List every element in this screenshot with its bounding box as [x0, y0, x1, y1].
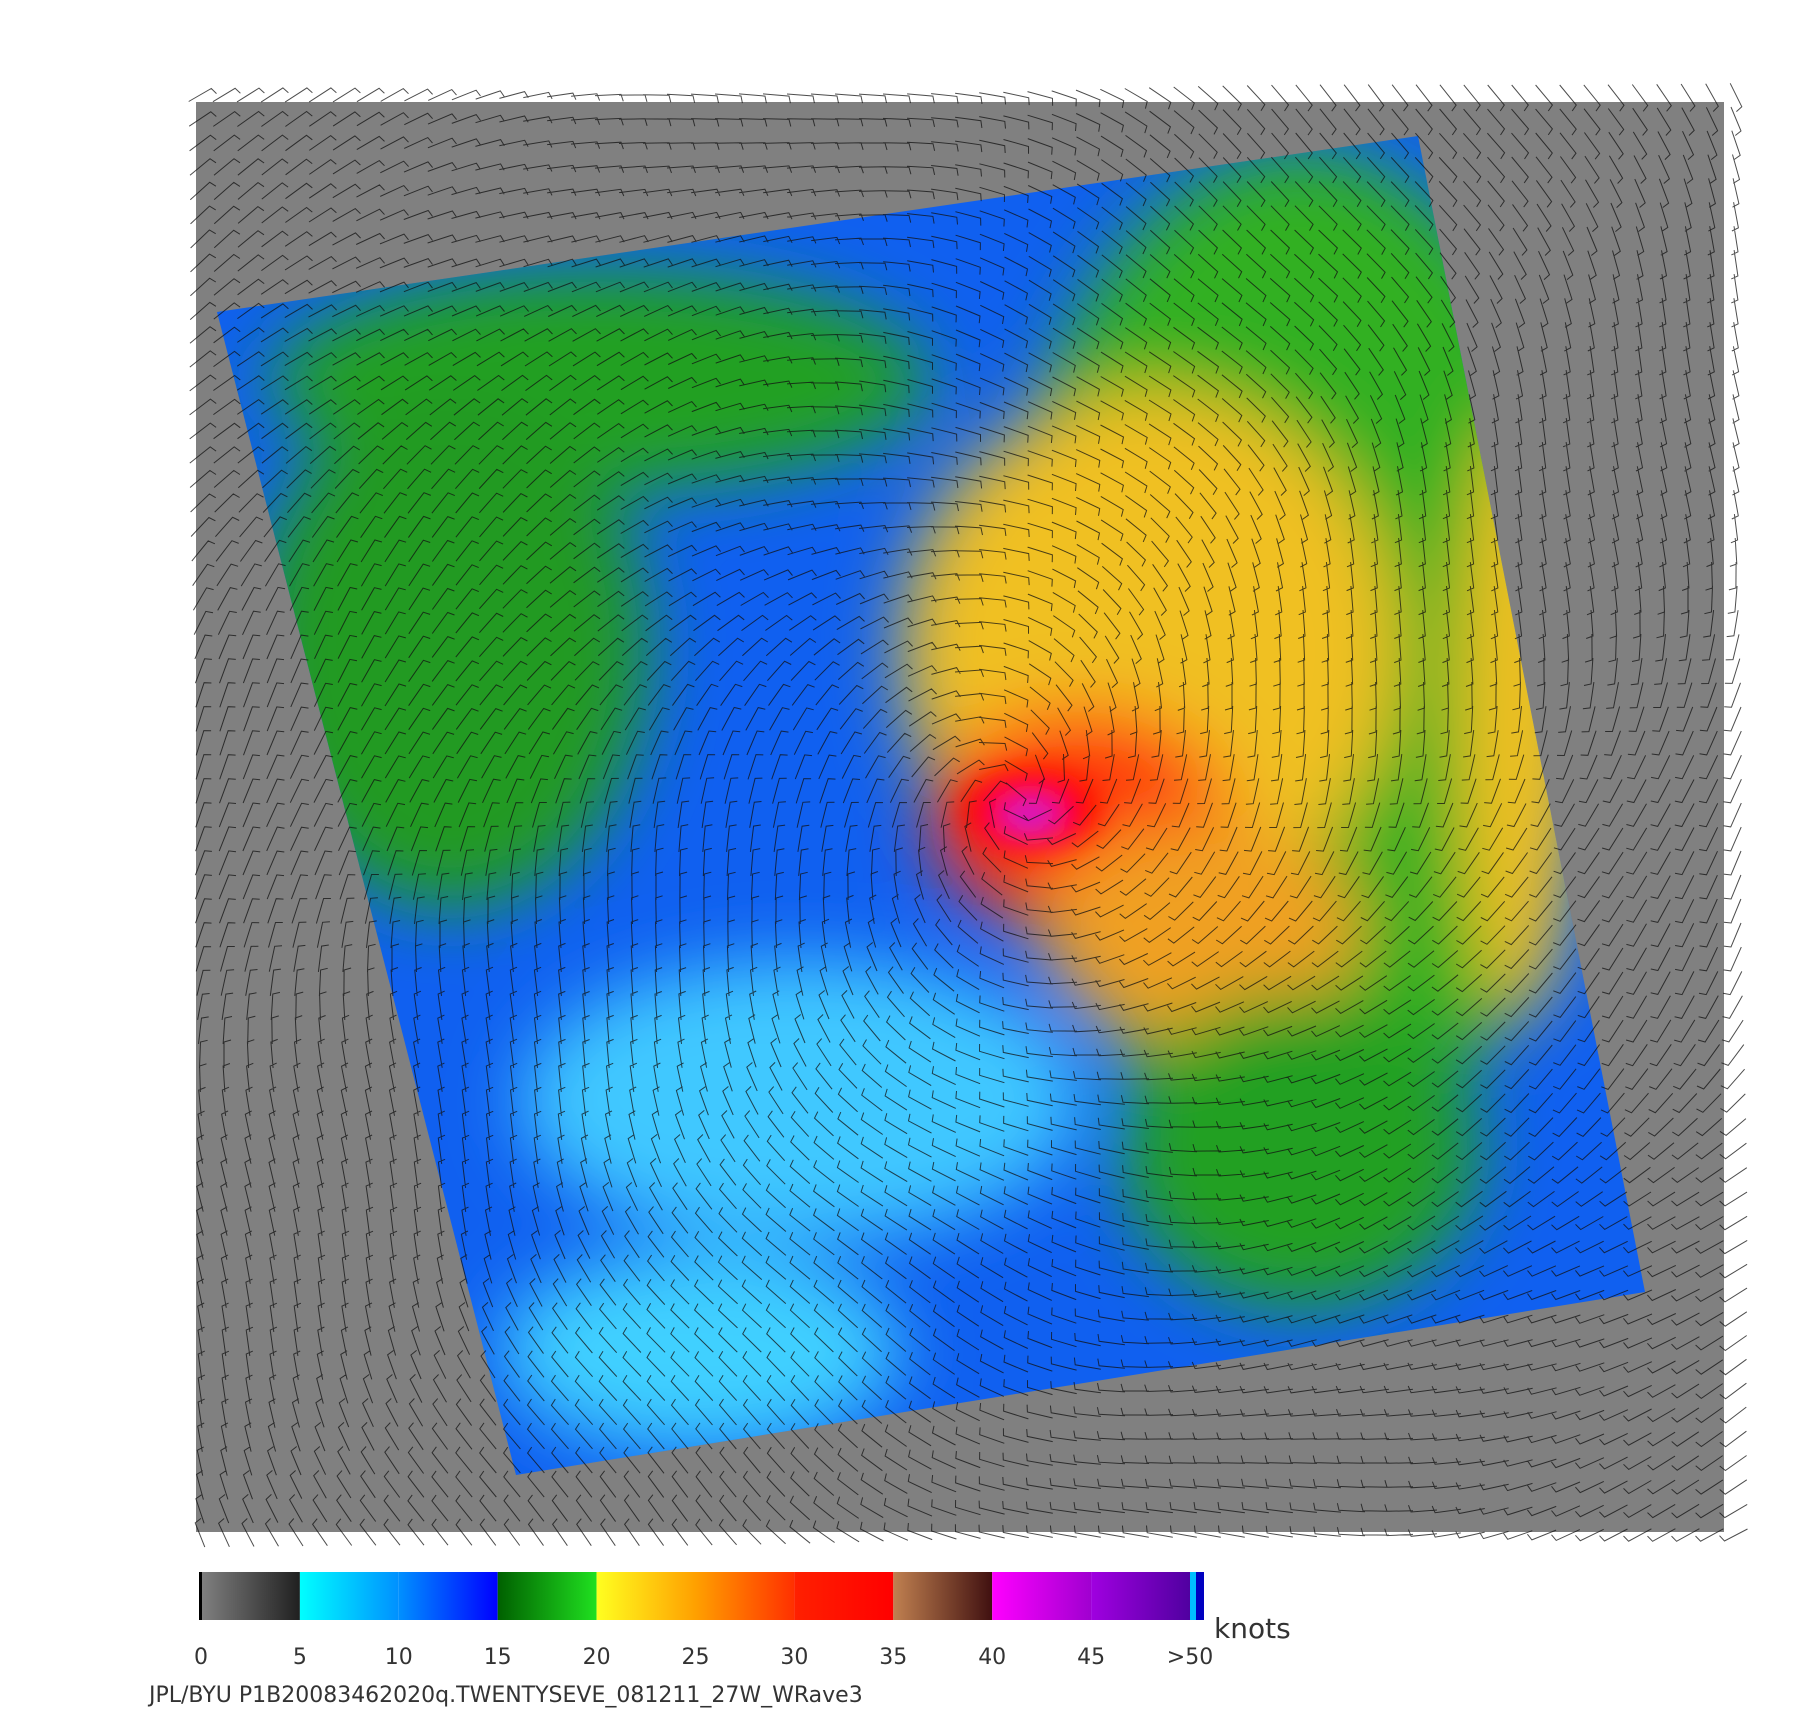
colorbar-segment: [794, 1572, 894, 1620]
tick-label: 0: [194, 1645, 208, 1670]
tick-label: 20: [583, 1645, 611, 1670]
tick-label: 5: [293, 1645, 307, 1670]
colorbar-segment: [893, 1572, 993, 1620]
colorbar-segment: [201, 1572, 300, 1620]
colorbar-segment: [695, 1572, 795, 1620]
barb-field: [188, 83, 1748, 1548]
tick-label: 15: [484, 1645, 512, 1670]
footer: JPL/BYU P1B20083462020q.TWENTYSEVE_08121…: [147, 1683, 863, 1708]
colorbar-segment: [596, 1572, 696, 1620]
colorbar-segment: [398, 1572, 498, 1620]
colorbar-overflow: [1196, 1572, 1204, 1620]
unit-label: knots: [1214, 1612, 1291, 1645]
tick-label: 40: [978, 1645, 1006, 1670]
colorbar-segment: [1091, 1572, 1190, 1620]
colorbar-segment: [299, 1572, 399, 1620]
tick-label: 25: [682, 1645, 710, 1670]
tick-label: >50: [1167, 1645, 1213, 1670]
tick-label: 30: [780, 1645, 808, 1670]
colorbar-segment: [497, 1572, 597, 1620]
tick-label: 10: [385, 1645, 413, 1670]
wind-barbs: [188, 83, 1748, 1548]
tick-label: 45: [1077, 1645, 1105, 1670]
tick-label: 35: [879, 1645, 907, 1670]
colorbar-overflow: [1190, 1572, 1196, 1620]
colorbar-segment: [992, 1572, 1092, 1620]
colorbar-edge: [199, 1572, 202, 1620]
